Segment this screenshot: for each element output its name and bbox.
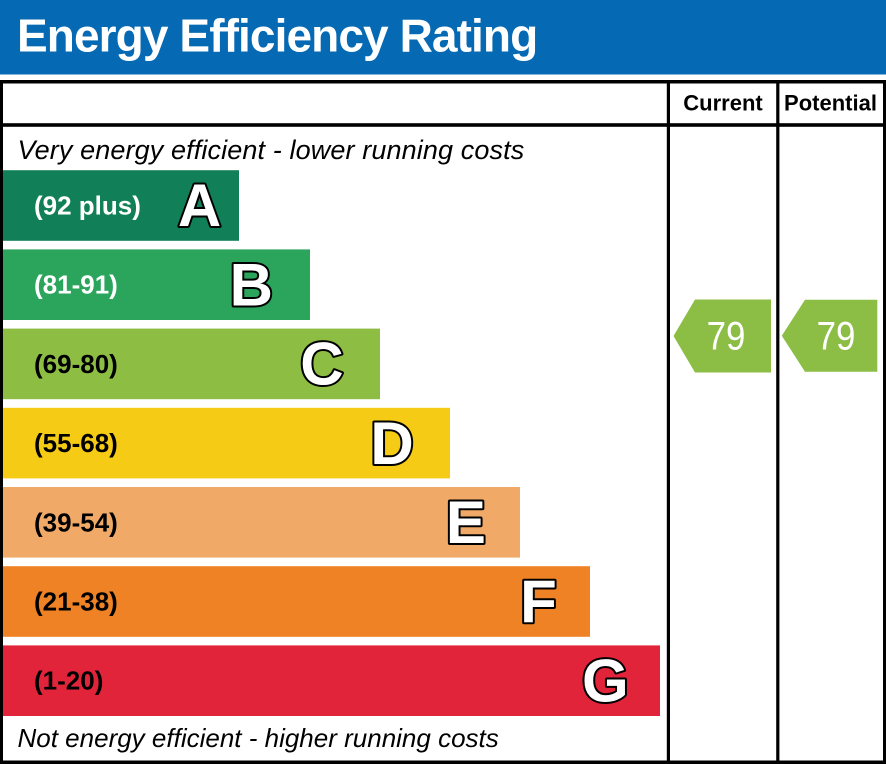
svg-text:(92 plus): (92 plus) bbox=[34, 191, 141, 221]
svg-text:Energy Efficiency Rating: Energy Efficiency Rating bbox=[17, 9, 537, 61]
svg-text:F: F bbox=[520, 568, 557, 635]
svg-text:(81-91): (81-91) bbox=[34, 270, 118, 300]
svg-text:Not energy efficient - higher: Not energy efficient - higher running co… bbox=[18, 723, 499, 753]
svg-text:(21-38): (21-38) bbox=[34, 587, 118, 617]
svg-text:Very energy efficient - lower: Very energy efficient - lower running co… bbox=[18, 135, 525, 165]
svg-text:B: B bbox=[230, 251, 273, 318]
svg-text:G: G bbox=[582, 647, 629, 714]
svg-text:Current: Current bbox=[683, 91, 763, 116]
svg-text:A: A bbox=[178, 172, 221, 239]
svg-text:(55-68): (55-68) bbox=[34, 428, 118, 458]
svg-text:(1-20): (1-20) bbox=[34, 666, 103, 696]
svg-text:79: 79 bbox=[707, 315, 746, 359]
svg-text:C: C bbox=[300, 331, 343, 398]
svg-text:(69-80): (69-80) bbox=[34, 349, 118, 379]
svg-text:E: E bbox=[446, 489, 486, 556]
svg-text:79: 79 bbox=[817, 315, 856, 359]
svg-text:(39-54): (39-54) bbox=[34, 507, 118, 537]
svg-text:D: D bbox=[370, 410, 413, 477]
svg-text:Potential: Potential bbox=[784, 91, 877, 116]
